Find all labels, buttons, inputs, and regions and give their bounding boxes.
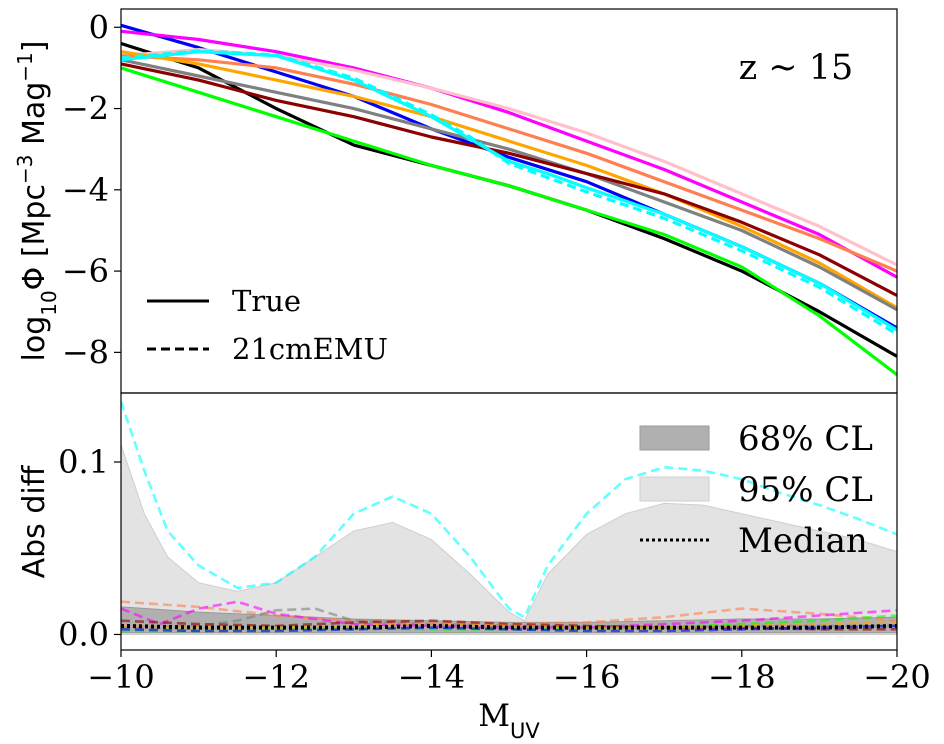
bottom-y-tick-label: 0.0 — [58, 615, 109, 653]
bottom-series-line-2 — [121, 600, 897, 629]
x-tick-label: −16 — [553, 658, 621, 696]
bottom-x-ticks: −10 −12 −14 −16 −18 −20 — [87, 650, 931, 696]
x-tick-label: −18 — [708, 658, 776, 696]
x-axis-label: MUV — [478, 698, 540, 743]
legend-label: 21cmEMU — [232, 332, 388, 366]
x-tick-label: −10 — [87, 658, 155, 696]
top-series-line-6 — [121, 50, 897, 310]
bottom-y-ticks: 0.0 0.1 — [58, 443, 121, 653]
top-y-tick-label: −4 — [62, 171, 109, 209]
x-tick-label: −12 — [242, 658, 310, 696]
legend-label: 95% CL — [738, 470, 873, 510]
top-series-line-8 — [121, 62, 897, 297]
top-y-tick-label: 0 — [89, 8, 109, 46]
bottom-y-tick-label: 0.1 — [58, 443, 109, 481]
bottom-series-line-0 — [121, 401, 897, 620]
legend-label: True — [232, 284, 301, 318]
bottom-lines — [121, 401, 897, 633]
legend-swatch — [639, 425, 710, 451]
bottom-axes-frame — [120, 392, 898, 651]
top-y-axis-label: log10Φ [Mpc−3 Mag−1] — [13, 40, 61, 361]
x-tick-label: −20 — [863, 658, 931, 696]
top-y-tick-label: −6 — [62, 252, 109, 290]
top-series-line-10 — [121, 49, 897, 336]
top-series-line-2 — [121, 66, 897, 376]
top-series-line-7 — [121, 58, 897, 312]
bottom-series-line-1 — [121, 600, 897, 626]
top-y-ticks: 0 −2 −4 −6 −8 — [62, 8, 121, 371]
bottom-legend: 68% CL 95% CL Median — [639, 419, 873, 561]
legend-label: Median — [738, 521, 868, 561]
top-panel: 0 −2 −4 −6 −8 z ~ 15 True 21cmEMU log10Φ [Mpc… — [13, 8, 898, 394]
top-series-line-3 — [121, 29, 897, 279]
legend-label: 68% CL — [738, 419, 873, 459]
bottom-series-line-7 — [121, 621, 897, 629]
top-y-tick-label: −8 — [62, 333, 109, 371]
band-0 — [121, 444, 897, 635]
top-y-tick-label: −2 — [62, 90, 109, 128]
top-lines — [121, 23, 897, 376]
bottom-y-axis-label: Abs diff — [17, 464, 52, 578]
bottom-panel: 0.0 0.1 −10 −12 −14 −16 −18 −20 68% CL 95% CL Me… — [17, 392, 931, 743]
top-series-line-5 — [121, 54, 897, 273]
x-tick-label: −14 — [398, 658, 466, 696]
bottom-series-line-6 — [121, 624, 897, 633]
legend-swatch — [639, 476, 710, 502]
top-legend: True 21cmEMU — [147, 284, 388, 366]
redshift-annotation: z ~ 15 — [739, 48, 854, 88]
